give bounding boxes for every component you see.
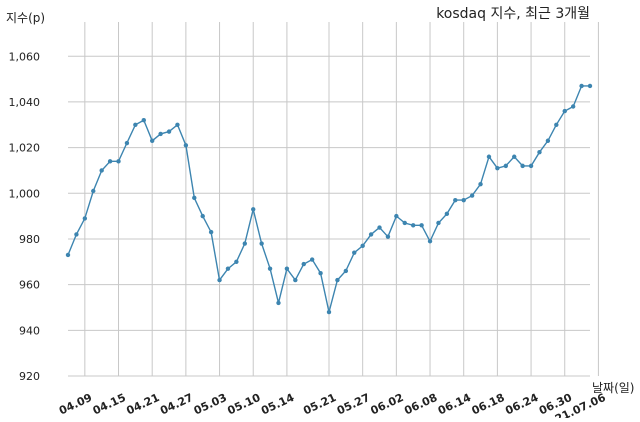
data-point bbox=[267, 266, 273, 271]
data-point bbox=[419, 223, 424, 228]
x-tick-label: 06.14 bbox=[436, 391, 473, 418]
data-point bbox=[444, 211, 450, 217]
data-point bbox=[91, 188, 96, 194]
data-point bbox=[554, 122, 559, 127]
y-tick-label: 1,020 bbox=[9, 142, 41, 155]
x-tick-label: 04.09 bbox=[57, 391, 94, 417]
data-point bbox=[453, 197, 458, 203]
series-points bbox=[65, 83, 593, 315]
data-point bbox=[133, 122, 138, 127]
x-tick-label: 04.15 bbox=[91, 391, 128, 417]
y-tick-label: 1,060 bbox=[9, 50, 41, 63]
data-point bbox=[343, 268, 349, 274]
y-axis-label: 지수(p) bbox=[6, 11, 45, 25]
data-point bbox=[335, 277, 340, 283]
data-point bbox=[107, 159, 113, 164]
data-point bbox=[175, 122, 180, 127]
data-point bbox=[276, 300, 281, 306]
data-point bbox=[141, 118, 146, 123]
data-point bbox=[124, 140, 130, 146]
data-point bbox=[427, 239, 433, 244]
chart-title: kosdaq 지수, 최근 3개월 bbox=[436, 6, 590, 22]
data-point bbox=[385, 234, 391, 239]
data-point bbox=[284, 266, 290, 271]
data-point bbox=[402, 220, 407, 226]
data-point bbox=[512, 154, 517, 159]
y-tick-label: 1,040 bbox=[9, 96, 41, 109]
data-point bbox=[251, 207, 256, 212]
data-point bbox=[469, 193, 475, 198]
data-point bbox=[99, 168, 104, 173]
data-point bbox=[360, 243, 365, 249]
data-point bbox=[461, 197, 466, 203]
data-point bbox=[394, 213, 399, 219]
data-point bbox=[309, 257, 315, 262]
x-tick-label: 06.24 bbox=[503, 391, 540, 418]
data-point bbox=[318, 271, 323, 276]
x-axis-label: 날짜(일) bbox=[592, 381, 634, 395]
data-point bbox=[486, 154, 492, 159]
data-point bbox=[352, 250, 357, 255]
data-point bbox=[166, 129, 172, 134]
data-point bbox=[293, 277, 298, 283]
x-tick-label: 05.14 bbox=[259, 391, 296, 418]
x-tick-label: 06.08 bbox=[402, 391, 439, 417]
data-point bbox=[208, 229, 214, 235]
data-point bbox=[82, 216, 88, 221]
x-tick-label: 06.18 bbox=[470, 391, 507, 417]
data-point bbox=[183, 143, 189, 148]
x-tick-label: 05.03 bbox=[192, 391, 229, 417]
data-point bbox=[579, 83, 584, 89]
y-tick-label: 1,000 bbox=[9, 187, 41, 200]
data-point bbox=[149, 138, 155, 143]
y-tick-label: 920 bbox=[19, 370, 40, 383]
data-point bbox=[495, 165, 500, 171]
data-point bbox=[234, 259, 239, 265]
data-point bbox=[74, 232, 79, 237]
x-tick-label: 04.21 bbox=[124, 391, 161, 417]
data-point bbox=[545, 138, 551, 143]
data-point bbox=[158, 131, 163, 137]
data-point bbox=[410, 223, 416, 228]
data-point bbox=[116, 159, 121, 164]
data-point bbox=[537, 149, 542, 155]
data-point bbox=[200, 213, 205, 219]
data-point bbox=[242, 241, 248, 246]
data-point bbox=[587, 83, 593, 89]
data-point bbox=[259, 241, 264, 246]
x-tick-label: 05.10 bbox=[225, 391, 262, 418]
data-point bbox=[65, 252, 71, 258]
x-tick-label: 04.27 bbox=[158, 391, 195, 417]
y-tick-labels: 920 940 960 980 1,000 1,020 1,040 1,060 bbox=[9, 50, 41, 383]
data-point bbox=[377, 225, 382, 230]
data-point bbox=[225, 266, 231, 271]
data-point bbox=[326, 309, 332, 315]
x-tick-label: 05.21 bbox=[301, 391, 338, 417]
data-point bbox=[503, 163, 509, 169]
y-tick-label: 960 bbox=[19, 279, 40, 292]
grid-lines bbox=[68, 22, 599, 377]
data-point bbox=[192, 195, 197, 201]
data-point bbox=[301, 261, 306, 267]
data-point bbox=[528, 163, 534, 169]
data-point bbox=[562, 108, 567, 114]
data-point bbox=[436, 220, 441, 226]
y-tick-label: 980 bbox=[19, 233, 40, 246]
data-point bbox=[520, 163, 525, 169]
data-point bbox=[478, 181, 483, 187]
x-tick-label: 05.27 bbox=[335, 391, 372, 417]
x-tick-label: 06.02 bbox=[369, 391, 406, 417]
data-point bbox=[217, 277, 222, 283]
y-tick-label: 940 bbox=[19, 324, 40, 337]
data-point bbox=[368, 232, 374, 237]
data-point bbox=[570, 104, 576, 109]
